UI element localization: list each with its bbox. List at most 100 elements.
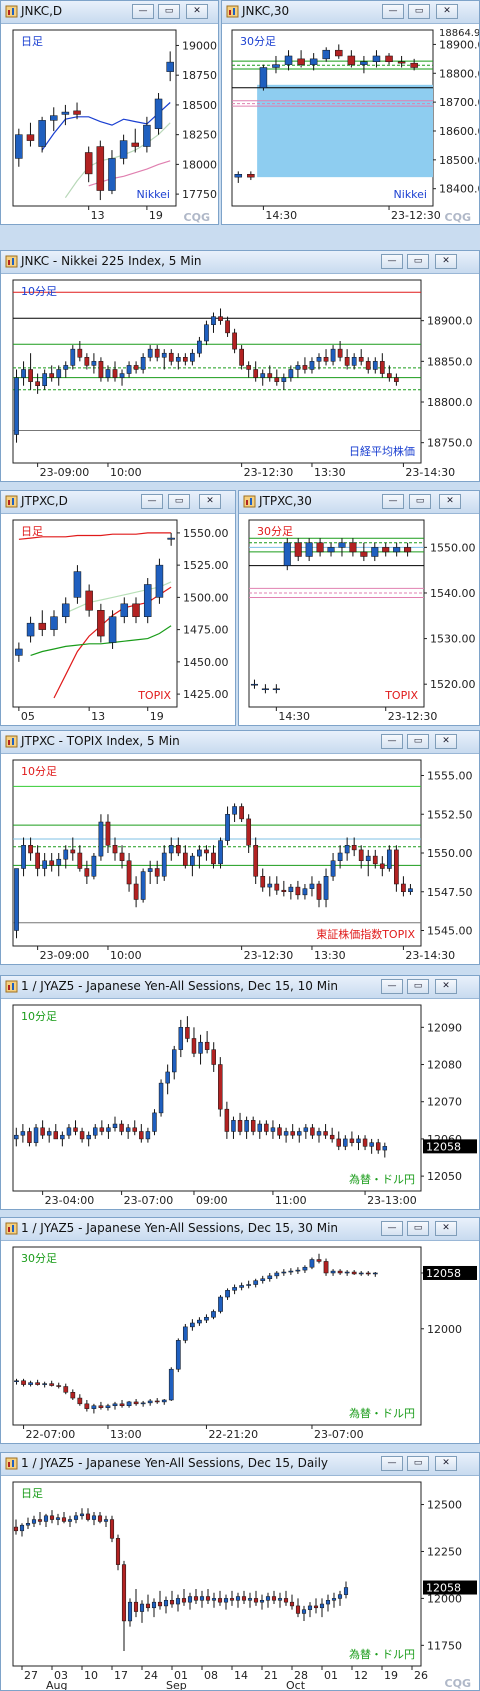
candle-body — [27, 1131, 32, 1143]
x-tick-label: 13:30 — [314, 466, 346, 479]
candle-body — [190, 1322, 195, 1328]
y-tick-label: 18500.0 — [182, 99, 218, 112]
restore-button[interactable]: ▭ — [158, 4, 180, 19]
price-chart: 120581200022-07:0013:0022-21:2023-07:001… — [12, 1246, 477, 1441]
title-bar[interactable]: 1 / JYAZ5 - Japanese Yen-All Sessions, D… — [1, 1218, 479, 1241]
y-tick-label: 12500 — [427, 1499, 462, 1512]
window-title: JNKC - Nikkei 225 Index, 5 Min — [21, 254, 202, 268]
price-chart: 1550.00 1540.00 1530.00 1520.00 14:30 23-12:3… — [248, 519, 476, 723]
candle-body — [193, 1596, 199, 1601]
chart-period-label: 30分足 — [240, 35, 276, 48]
close-button[interactable]: ✕ — [436, 4, 458, 19]
candle-body — [349, 1138, 355, 1143]
candle-body — [297, 58, 305, 65]
title-bar[interactable]: JNKC - Nikkei 225 Index, 5 Min — ▭ ✕ — [1, 251, 479, 274]
x-tick-label: 05 — [21, 710, 35, 723]
y-tick-label: 18850.0 — [427, 355, 473, 368]
price-chart: 18900.0 18800.0 18700.0 18600.0 18500.0 18400… — [231, 28, 479, 224]
title-bar[interactable]: JNKC,30 — ▭ ✕ — [222, 1, 479, 24]
title-bar[interactable]: 1 / JYAZ5 - Japanese Yen-All Sessions, D… — [1, 976, 479, 999]
close-button[interactable]: ✕ — [435, 254, 457, 269]
x-tick-label: 21 — [264, 1669, 278, 1682]
restore-button[interactable]: ▭ — [407, 254, 429, 269]
candle-body — [272, 688, 280, 691]
candle-body — [259, 67, 268, 88]
candle-body — [337, 348, 343, 358]
candle-body — [93, 1127, 98, 1136]
y-tick-label: 11750 — [427, 1639, 462, 1652]
candle-body — [158, 1082, 164, 1114]
minimize-button[interactable]: — — [381, 734, 403, 749]
minimize-button[interactable]: — — [381, 1456, 403, 1471]
close-button[interactable]: ✕ — [435, 1456, 457, 1471]
last-price-marker — [423, 1580, 477, 1595]
close-button[interactable]: ✕ — [186, 4, 208, 19]
candle-body — [91, 361, 97, 366]
y-tick-label: 18750.0 — [427, 437, 473, 450]
candle-body — [246, 818, 252, 846]
candle-body — [295, 1269, 301, 1272]
close-button[interactable]: ✕ — [199, 494, 221, 509]
candle-body — [172, 1049, 177, 1073]
minimize-button[interactable]: — — [382, 4, 404, 19]
close-button[interactable]: ✕ — [435, 979, 457, 994]
candle-body — [327, 547, 335, 553]
candle-body — [211, 316, 216, 325]
candle-body — [316, 357, 322, 362]
cqg-logo: CQG — [445, 1677, 471, 1690]
restore-button[interactable]: ▭ — [168, 494, 190, 509]
window-jnkc-5min: JNKC - Nikkei 225 Index, 5 Min — ▭ ✕ 189… — [0, 250, 480, 482]
x-month-label: Oct — [286, 1679, 306, 1690]
minimize-button[interactable]: — — [141, 494, 163, 509]
candle-body — [73, 1515, 79, 1520]
candle-body — [323, 357, 329, 362]
restore-button[interactable]: ▭ — [409, 494, 431, 509]
candle-body — [229, 1598, 235, 1601]
candle-body — [151, 1601, 157, 1609]
chart-app-icon — [5, 735, 18, 748]
candle-body — [119, 1403, 125, 1407]
title-bar[interactable]: 1 / JYAZ5 - Japanese Yen-All Sessions, D… — [1, 1453, 479, 1476]
x-tick-label: 10:00 — [110, 949, 142, 962]
minimize-button[interactable]: — — [381, 1221, 403, 1236]
close-button[interactable]: ✕ — [439, 494, 461, 509]
candle-body — [28, 1382, 33, 1385]
y-tick-label: 19000.0 — [182, 39, 218, 52]
y-tick-label: 1520.00 — [430, 678, 476, 691]
restore-button[interactable]: ▭ — [407, 734, 429, 749]
minimize-button[interactable]: — — [382, 494, 404, 509]
candle-body — [274, 1272, 280, 1277]
candle-body — [271, 1596, 277, 1601]
restore-button[interactable]: ▭ — [407, 1221, 429, 1236]
minimize-button[interactable]: — — [132, 4, 154, 19]
title-bar[interactable]: JTPXC,30 — ▭ ✕ — [239, 491, 479, 514]
title-bar[interactable]: JTPXC,D — ▭ ✕ — [1, 491, 235, 514]
restore-button[interactable]: ▭ — [407, 979, 429, 994]
title-bar[interactable]: JNKC,D — ▭ ✕ — [1, 1, 218, 24]
candle-body — [343, 1138, 348, 1147]
x-tick-label: 01 — [174, 1669, 188, 1682]
y-tick-label: 18600.0 — [439, 125, 479, 138]
candle-body — [281, 1271, 287, 1274]
close-button[interactable]: ✕ — [435, 734, 457, 749]
x-tick-label: 19 — [150, 710, 164, 723]
last-price-label: 12058 — [426, 1267, 461, 1280]
candle-body — [218, 1296, 223, 1312]
candle-body — [253, 369, 259, 378]
candle-body — [382, 547, 390, 553]
candle-body — [365, 855, 371, 861]
close-button[interactable]: ✕ — [435, 1221, 457, 1236]
candle-body — [198, 1041, 203, 1054]
candle-body — [295, 1605, 301, 1614]
title-bar[interactable]: JTPXC - TOPIX Index, 5 Min — ▭ ✕ — [1, 731, 479, 754]
candle-body — [161, 852, 167, 877]
candle-body — [225, 320, 230, 334]
minimize-button[interactable]: — — [381, 254, 403, 269]
candle-body — [133, 883, 139, 900]
candle-body — [105, 369, 111, 378]
candle-body — [307, 1605, 313, 1610]
restore-button[interactable]: ▭ — [407, 1456, 429, 1471]
minimize-button[interactable]: — — [381, 979, 403, 994]
restore-button[interactable]: ▭ — [408, 4, 430, 19]
candle-body — [270, 1127, 276, 1132]
